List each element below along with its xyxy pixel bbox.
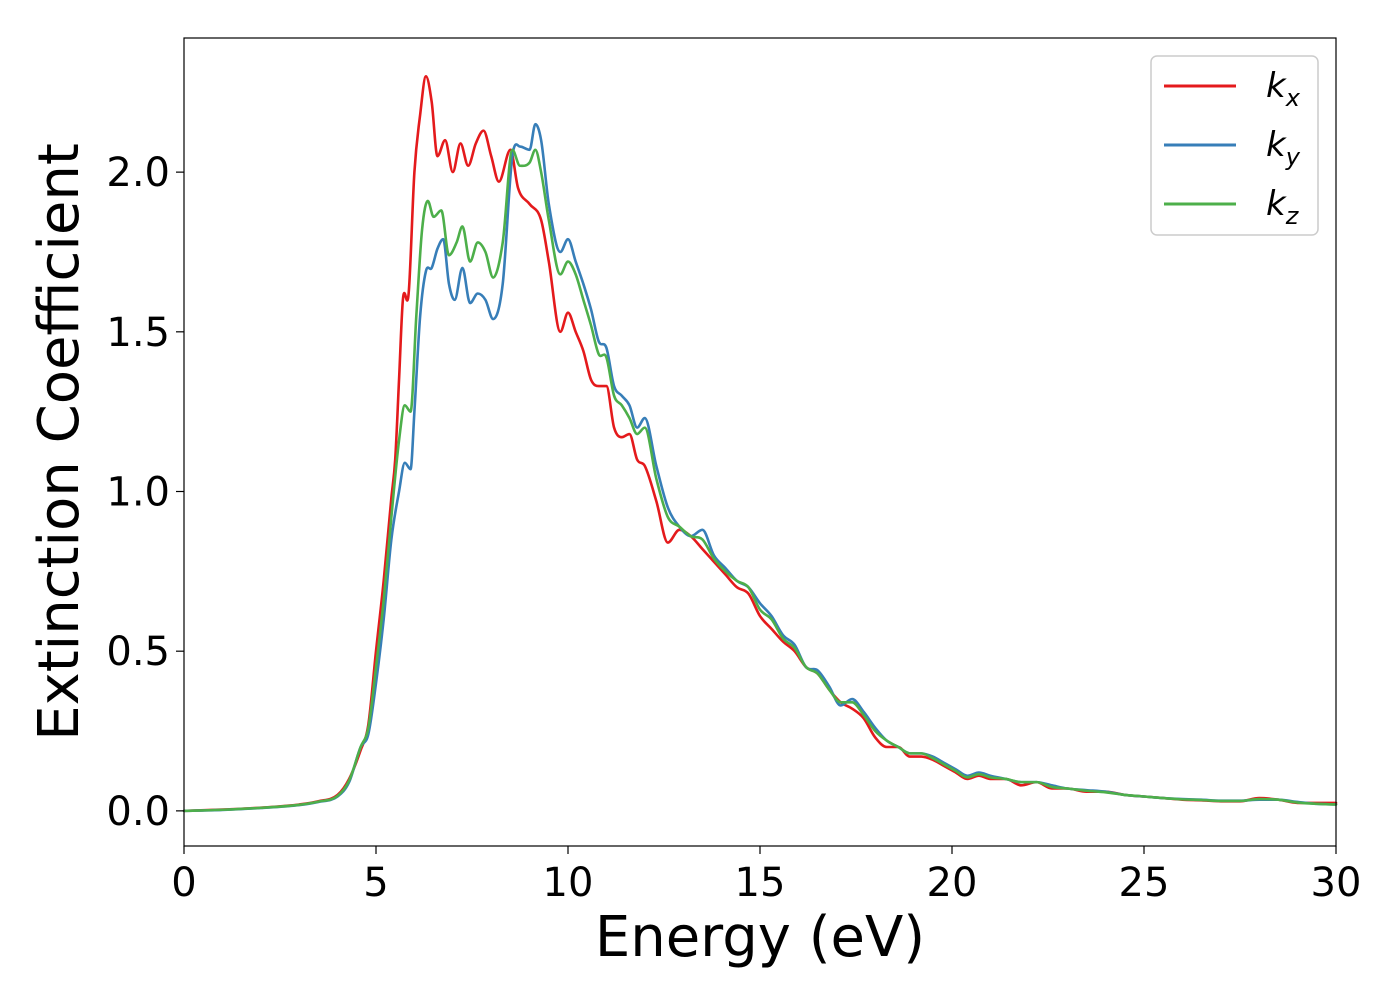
x-axis: 0 5 10 15 20 25 30 xyxy=(171,846,1361,906)
y-tick-label: 0.0 xyxy=(106,789,170,835)
y-axis-title: Extinction Coefficient xyxy=(27,143,92,741)
x-axis-title: Energy (eV) xyxy=(595,905,925,970)
legend-label-k-x: kx xyxy=(1266,66,1301,112)
series-layer xyxy=(182,75,1338,813)
series-line-k-z xyxy=(182,148,1338,813)
x-tick-label: 25 xyxy=(1119,860,1170,906)
legend: kx ky kz xyxy=(1150,55,1319,236)
x-tick-label: 10 xyxy=(543,860,594,906)
y-tick-label: 1.0 xyxy=(106,470,170,516)
y-axis: 0.0 0.5 1.0 1.5 2.0 xyxy=(106,150,184,835)
x-tick-label: 20 xyxy=(927,860,978,906)
x-tick-label: 15 xyxy=(735,860,786,906)
x-tick-label: 30 xyxy=(1311,860,1362,906)
y-tick-label: 1.5 xyxy=(106,310,170,356)
x-tick-label: 5 xyxy=(363,860,388,906)
y-tick-label: 2.0 xyxy=(106,150,170,196)
x-tick-label: 0 xyxy=(171,860,196,906)
y-tick-label: 0.5 xyxy=(106,629,170,675)
legend-label-k-z: kz xyxy=(1266,184,1300,230)
legend-label-k-y: ky xyxy=(1266,125,1301,171)
